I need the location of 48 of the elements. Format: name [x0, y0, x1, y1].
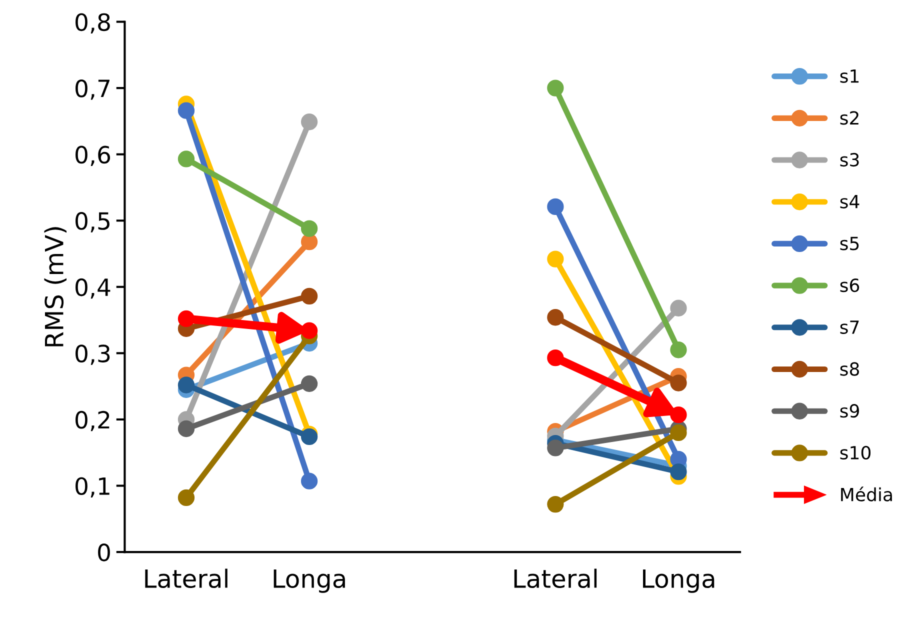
legend-label: Média — [841, 486, 892, 502]
y-tick-label: 0,3 — [76, 344, 110, 365]
point — [178, 102, 195, 119]
point — [547, 80, 564, 96]
legend-label: s10 — [840, 446, 871, 460]
point — [300, 288, 318, 305]
point — [547, 198, 564, 216]
point — [178, 150, 195, 168]
point — [300, 114, 318, 130]
legend-label: s5 — [840, 236, 859, 250]
point — [178, 489, 195, 506]
y-tick-label: 0,6 — [76, 146, 110, 166]
x-tick-label: Lateral — [145, 568, 228, 588]
legend-label: s1 — [840, 69, 859, 83]
legend-label: s6 — [840, 278, 860, 292]
y-tick-label: 0,2 — [76, 410, 110, 432]
point — [547, 440, 564, 456]
y-tick-label: 0,7 — [76, 80, 110, 100]
point — [670, 374, 687, 392]
point — [547, 250, 564, 268]
point — [178, 420, 195, 438]
point — [670, 342, 687, 358]
point — [670, 424, 687, 442]
y-tick-label: 0,5 — [76, 212, 110, 232]
y-tick-label: 0,4 — [76, 278, 110, 299]
point — [300, 375, 318, 392]
legend-label: s9 — [840, 404, 859, 418]
y-tick-label: 0 — [98, 543, 110, 562]
legend-label: s2 — [840, 111, 858, 125]
legend-label: s8 — [840, 362, 859, 376]
x-tick-label: Lateral — [514, 568, 597, 588]
y-tick-label: 0,8 — [76, 13, 110, 34]
point — [670, 300, 687, 316]
y-axis-title: RMS (mV) — [44, 227, 67, 346]
y-tick-label: 0,1 — [76, 477, 110, 498]
point — [300, 220, 318, 237]
x-tick-label: Longa — [643, 569, 714, 593]
point — [178, 376, 195, 394]
x-tick-label: Longa — [274, 569, 345, 593]
point — [670, 463, 687, 480]
legend-label: s7 — [840, 320, 859, 334]
point — [547, 496, 564, 513]
point — [547, 309, 564, 326]
point — [300, 428, 318, 446]
legend-label: s3 — [840, 152, 859, 167]
point — [300, 233, 318, 250]
point — [300, 472, 318, 490]
legend-label: s4 — [840, 195, 860, 208]
